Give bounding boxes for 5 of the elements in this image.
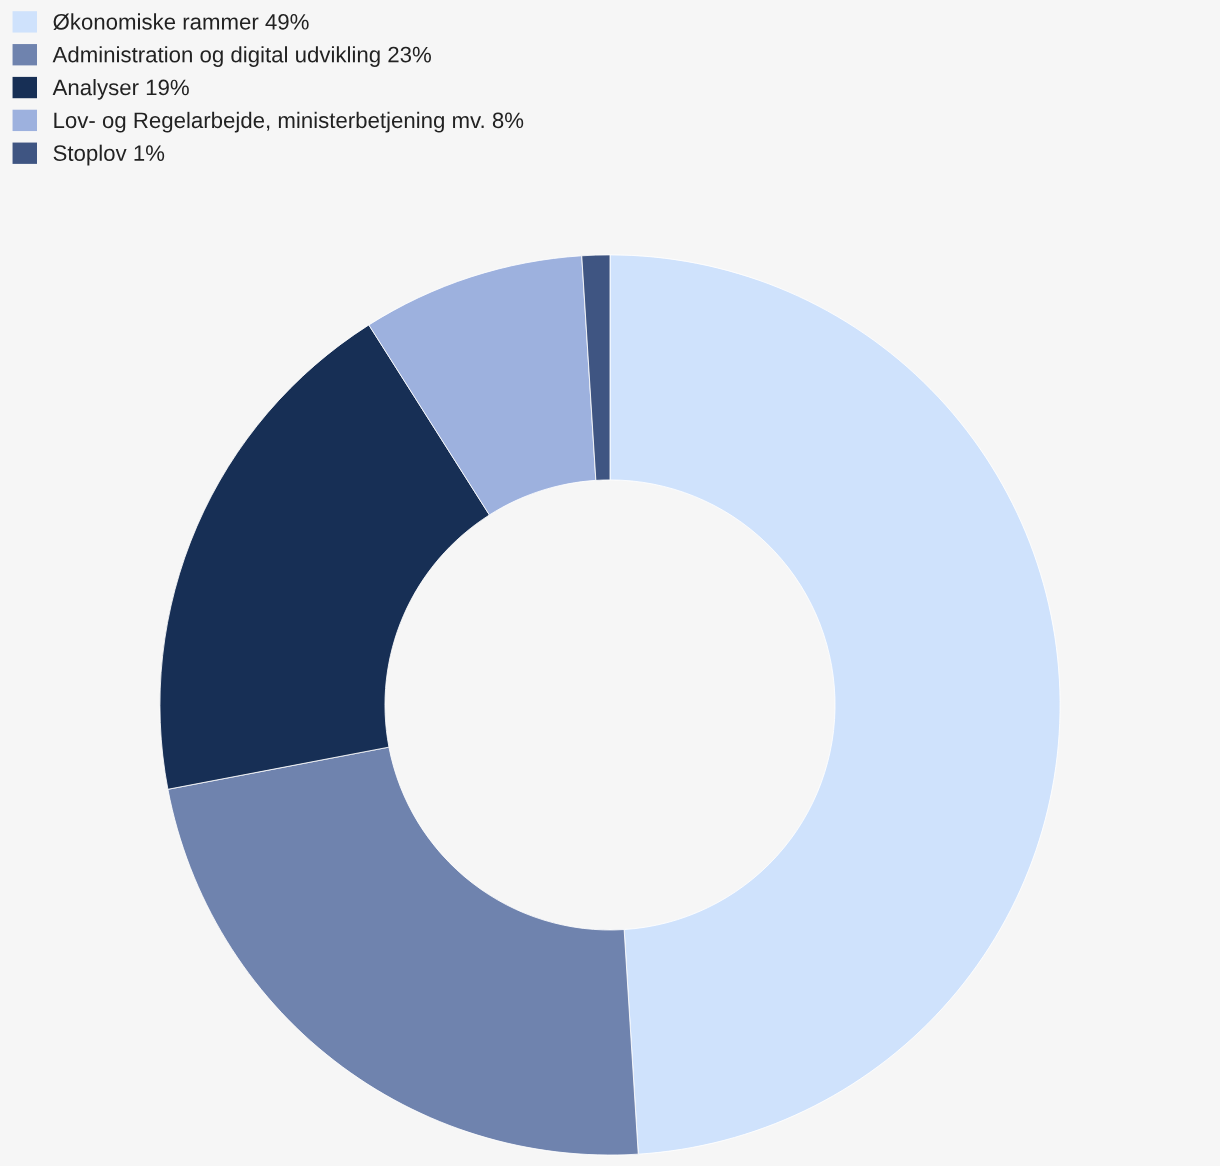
legend-label: Analyser 19% [52,79,189,100]
legend-label: Økonomiske rammer 49% [53,13,309,31]
legend-label: Stoplov 1% [53,144,165,166]
legend-label: Lov- og Regelarbejde, ministerbetjening mv. 8% [54,111,524,133]
legend-label: Administration og digital udvikling 23% [52,46,431,67]
